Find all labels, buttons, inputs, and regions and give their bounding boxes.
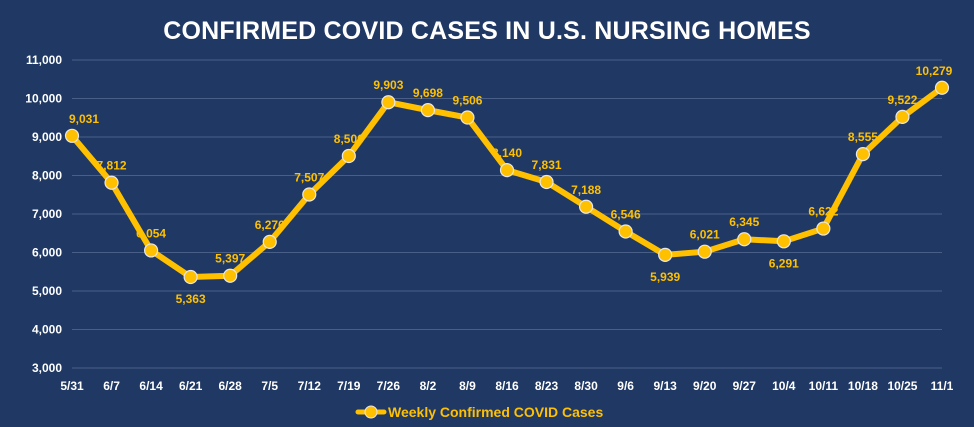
- y-tick-label: 4,000: [32, 323, 62, 337]
- data-label: 6,622: [808, 205, 838, 219]
- x-tick-label: 7/19: [337, 379, 361, 393]
- data-point: [934, 80, 950, 95]
- x-tick-label: 8/16: [495, 379, 519, 393]
- x-tick-label: 10/4: [772, 379, 796, 393]
- data-label: 5,939: [650, 270, 680, 284]
- x-tick-label: 10/25: [887, 379, 917, 393]
- x-tick-label: 6/14: [139, 379, 163, 393]
- y-tick-label: 10,000: [25, 92, 62, 106]
- data-label: 7,188: [571, 183, 601, 197]
- x-tick-label: 7/12: [298, 379, 322, 393]
- series-line: [69, 84, 945, 281]
- data-point: [539, 174, 554, 190]
- data-label: 5,363: [176, 292, 206, 306]
- data-label: 7,812: [97, 159, 127, 173]
- data-label: 8,506: [334, 132, 364, 146]
- x-tick-label: 10/18: [848, 379, 878, 393]
- data-point: [895, 109, 910, 125]
- legend-marker: [364, 405, 378, 419]
- x-tick-label: 9/20: [693, 379, 717, 393]
- x-tick-label: 7/26: [377, 379, 401, 393]
- data-point: [143, 243, 159, 258]
- x-tick-label: 6/7: [103, 379, 120, 393]
- data-point: [578, 199, 594, 214]
- x-tick-label: 8/2: [420, 379, 437, 393]
- x-tick-label: 6/21: [179, 379, 203, 393]
- data-point: [618, 224, 633, 239]
- data-point: [499, 163, 515, 178]
- data-label: 8,140: [492, 146, 522, 160]
- data-label: 6,546: [611, 207, 641, 221]
- data-point: [420, 103, 436, 118]
- data-label: 6,291: [769, 256, 799, 270]
- data-point: [381, 95, 396, 110]
- data-point: [460, 110, 475, 125]
- y-tick-label: 6,000: [32, 246, 62, 260]
- data-label: 6,345: [729, 215, 759, 229]
- data-label: 6,021: [690, 228, 720, 242]
- x-tick-label: 11/1: [931, 379, 954, 393]
- data-point: [223, 268, 238, 283]
- data-label: 7,831: [532, 158, 562, 172]
- y-tick-label: 7,000: [32, 207, 62, 221]
- y-tick-label: 8,000: [32, 169, 62, 183]
- data-label: 9,698: [413, 86, 443, 100]
- x-tick-label: 9/13: [654, 379, 678, 393]
- data-point: [183, 269, 198, 285]
- data-point: [776, 234, 791, 249]
- y-tick-label: 11,000: [26, 53, 62, 67]
- data-point: [262, 234, 277, 249]
- data-point: [658, 247, 673, 262]
- x-tick-label: 8/9: [459, 379, 476, 393]
- y-tick-label: 9,000: [32, 130, 62, 144]
- data-point: [302, 187, 317, 202]
- x-tick-label: 10/11: [809, 379, 839, 393]
- x-tick-label: 9/27: [733, 379, 757, 393]
- legend-label: Weekly Confirmed COVID Cases: [388, 404, 603, 420]
- x-tick-label: 6/28: [219, 379, 243, 393]
- data-label: 6,054: [136, 226, 166, 240]
- data-point: [64, 128, 80, 143]
- x-tick-label: 7/5: [261, 379, 278, 393]
- y-tick-label: 5,000: [32, 284, 62, 298]
- data-label: 9,903: [373, 78, 403, 92]
- data-label: 7,507: [294, 170, 324, 184]
- data-label: 5,397: [215, 252, 245, 266]
- data-label: 8,555: [848, 130, 878, 144]
- data-point: [341, 148, 356, 164]
- x-tick-label: 5/31: [60, 379, 84, 393]
- data-label: 9,522: [887, 93, 917, 107]
- data-label: 9,506: [452, 94, 482, 108]
- chart-title: CONFIRMED COVID CASES IN U.S. NURSING HO…: [163, 17, 811, 45]
- x-tick-label: 9/6: [617, 379, 634, 393]
- y-tick-label: 3,000: [32, 361, 62, 375]
- data-label: 10,279: [916, 64, 953, 78]
- data-label: 9,031: [69, 112, 99, 126]
- data-point: [855, 147, 871, 162]
- data-label: 6,276: [255, 218, 285, 232]
- data-point: [737, 232, 752, 247]
- x-tick-label: 8/30: [574, 379, 598, 393]
- data-point: [816, 221, 831, 236]
- data-point: [104, 175, 119, 190]
- data-point: [697, 244, 712, 259]
- x-tick-label: 8/23: [535, 379, 559, 393]
